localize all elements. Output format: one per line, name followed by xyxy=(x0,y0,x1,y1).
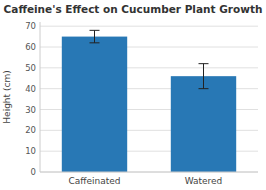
x-tick-label: Watered xyxy=(185,176,223,186)
y-tick-label: 10 xyxy=(25,146,36,156)
y-axis-line xyxy=(40,22,41,172)
error-line xyxy=(203,64,204,89)
y-tick-label: 30 xyxy=(25,105,36,115)
error-bar xyxy=(199,64,209,89)
title: Caffeine's Effect on Cucumber Plant Grow… xyxy=(4,3,263,15)
error-cap xyxy=(90,42,100,43)
x-tick-label: Caffeinated xyxy=(68,176,120,186)
error-cap xyxy=(199,88,209,89)
error-line xyxy=(94,30,95,42)
y-tick-label: 60 xyxy=(25,42,36,52)
y-tick-label: 50 xyxy=(25,63,36,73)
error-bar xyxy=(90,30,100,42)
y-tick-label: 0 xyxy=(31,167,36,177)
error-cap xyxy=(199,63,209,64)
bar xyxy=(171,76,236,172)
plot-area xyxy=(62,30,236,172)
grid-line xyxy=(40,26,258,27)
y-tick-label: 40 xyxy=(25,84,36,94)
y-tick-label: 20 xyxy=(25,125,36,135)
grid-line xyxy=(40,172,258,173)
y-tick-label: 70 xyxy=(25,21,36,31)
x-axis-line xyxy=(40,172,258,173)
error-cap xyxy=(90,30,100,31)
chart: Caffeine's Effect on Cucumber Plant Grow… xyxy=(0,0,266,190)
bar xyxy=(62,37,127,172)
y-axis-label: Height (cm) xyxy=(2,70,12,123)
